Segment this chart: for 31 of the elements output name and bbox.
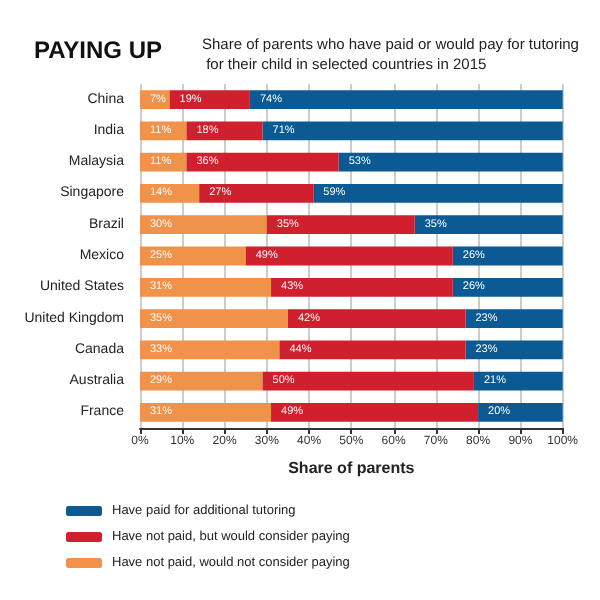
bar	[262, 371, 474, 391]
bar	[249, 90, 563, 110]
bar	[271, 402, 479, 422]
bar	[279, 340, 466, 360]
bar	[271, 277, 453, 297]
x-axis-title: Share of parents	[288, 459, 416, 477]
bar	[140, 402, 272, 422]
bar	[140, 309, 288, 328]
chart-title: PAYING UP	[34, 36, 163, 64]
bar	[140, 246, 246, 266]
bar	[140, 277, 272, 297]
bar	[465, 309, 563, 328]
bar	[140, 215, 267, 235]
bar	[199, 184, 314, 203]
bar	[465, 340, 563, 360]
bar	[414, 215, 563, 235]
bar	[262, 121, 563, 141]
bar	[140, 184, 200, 203]
bar	[140, 371, 263, 391]
bar	[452, 246, 563, 266]
bar	[287, 309, 466, 328]
bar	[452, 277, 563, 297]
bar	[245, 246, 453, 266]
bar	[266, 215, 415, 235]
bar	[338, 152, 563, 172]
bar	[169, 90, 250, 110]
bar	[473, 371, 563, 391]
bar	[140, 340, 280, 360]
bar	[186, 152, 339, 172]
bar	[313, 184, 563, 203]
bar	[478, 402, 563, 422]
